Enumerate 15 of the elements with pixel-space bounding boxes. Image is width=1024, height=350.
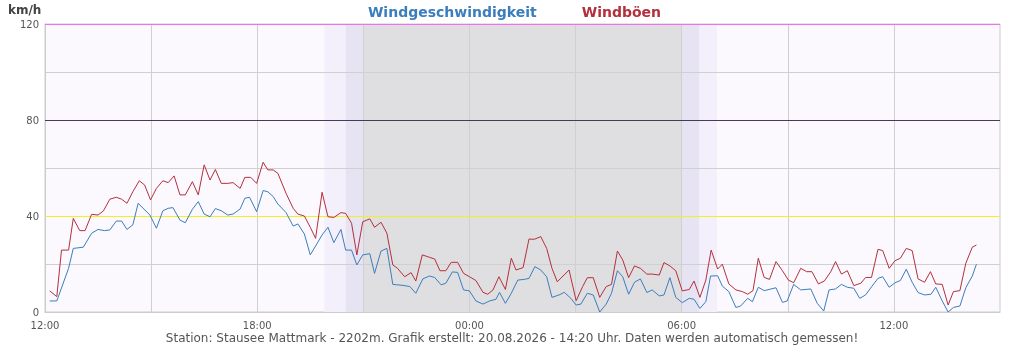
y-tick-label: 0 xyxy=(32,306,39,318)
x-tick-label: 00:00 xyxy=(455,319,484,331)
text: Windgeschwindigkeit xyxy=(367,4,538,20)
line-series xyxy=(49,190,977,313)
x-tick-label: 12:00 xyxy=(30,319,60,331)
y-tick-label: 120 xyxy=(19,18,39,30)
x-tick-label: 12:00 xyxy=(879,319,909,331)
text: Windböen xyxy=(581,4,662,20)
x-tick-label: 18:00 xyxy=(242,319,272,331)
y-tick-label: 40 xyxy=(26,210,39,222)
line-series xyxy=(49,161,977,306)
y-tick-label: 80 xyxy=(26,114,39,126)
y-axis-title: km/h xyxy=(8,3,42,17)
text: Station: Stausee Mattmark - 2202m. Grafik erstellt: 20.08.2026 - 14:20 Uhr. Daten werden automatisch gemessen! xyxy=(165,331,859,345)
x-tick-label: 06:00 xyxy=(667,319,697,331)
